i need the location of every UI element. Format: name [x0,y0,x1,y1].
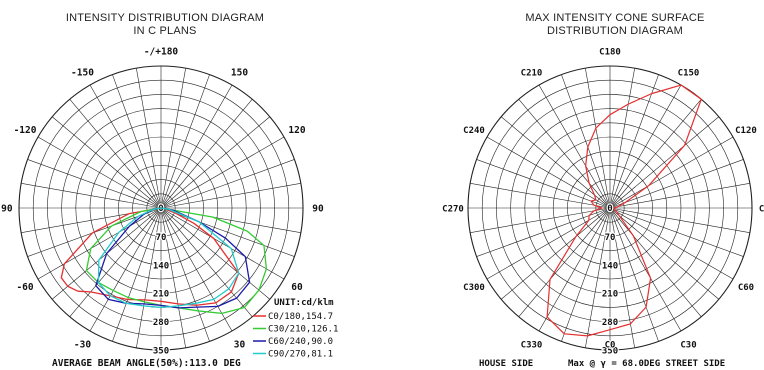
left-angle-label: -60 [16,282,33,293]
left-angle-label: 120 [288,125,305,136]
left-title-line2: IN C PLANS [133,25,197,37]
left-radial-tick-label: 350 [153,347,169,357]
left-center-label: 0 [158,204,163,214]
series-curve-c0 [60,207,240,306]
right-radial-tick-label: 70 [605,233,616,243]
right-angle-label: C240 [463,126,485,136]
left-grid-circle [118,165,204,251]
right-center-label: 0 [607,204,612,214]
cone-intensity-curve [546,84,702,337]
left-footer-text: AVERAGE BEAM ANGLE(50%):113.0 DEG [52,358,241,369]
right-grid-circle [567,165,653,251]
left-angle-label: 90 [312,204,324,215]
left-grid-circle [146,193,176,223]
left-angle-label: 30 [234,339,246,350]
right-angle-label: C30 [680,340,696,350]
legend-entry: C60/240,90.0 [268,337,333,347]
right-angle-label: C300 [463,283,485,293]
legend-unit-label: UNIT:cd/klm [274,298,334,308]
right-radial-tick-label: 140 [602,261,618,271]
right-angle-label: C330 [521,340,543,350]
left-grid-circle [89,136,233,280]
left-chart-title: INTENSITY DISTRIBUTION DIAGRAM IN C PLAN… [40,12,290,38]
right-grid-circle [467,65,753,351]
max-intensity-label: Max @ γ = 68.0DEG STREET SIDE [568,359,725,369]
right-grid-circle [481,79,739,337]
left-angle-label: -30 [74,339,91,350]
left-angle-label: 150 [231,68,248,79]
series-curve-c90 [97,207,240,309]
right-angle-label: C210 [521,69,543,79]
right-title-line1: MAX INTENSITY CONE SURFACE [525,12,705,24]
left-angle-label: -150 [71,68,94,79]
left-angle-label: -/+180 [144,47,179,58]
right-grid-circle [496,94,724,322]
right-grid-circle [524,122,696,294]
left-angle-label: 60 [291,282,303,293]
legend-entry: C0/180,154.7 [268,312,333,322]
legend-entry: C90/270,81.1 [268,350,333,360]
house-side-label: HOUSE SIDE [479,359,533,369]
right-angle-label: C180 [599,48,621,58]
left-radial-tick-label: 210 [153,290,169,300]
right-polar-chart: 70 140 210 280 350 0 C180 C150 C120 C90 C60 C30 C0 C3… [441,47,764,358]
left-polar-chart: 70 140 210 280 350 0 -/+180 150 120 90 60 30 -30 -60 -… [0,47,324,358]
right-title-line2: DISTRIBUTION DIAGRAM [546,25,683,37]
left-radial-tick-label: 70 [156,233,167,243]
left-radial-tick-label: 280 [153,318,169,328]
right-grid-circle [552,150,668,266]
right-radial-tick-label: 280 [602,318,618,328]
left-grid-circle [32,79,290,337]
left-grid-circle [103,150,219,266]
left-grid-circle [18,65,304,351]
left-grid-circle [47,94,275,322]
right-grid-circle [595,193,625,223]
right-angle-label: C150 [678,69,700,79]
right-grid-circle [538,136,682,280]
right-chart-title: MAX INTENSITY CONE SURFACE DISTRIBUTION … [510,12,720,38]
right-grid-circle [581,179,639,237]
left-radial-tick-label: 140 [153,261,169,271]
left-title-line1: INTENSITY DISTRIBUTION DIAGRAM [65,12,265,24]
right-angle-label: C120 [735,126,757,136]
legend-entry: C30/210,126.1 [268,325,338,335]
right-radial-tick-label: 350 [602,347,618,357]
left-angle-label: -90 [0,204,13,215]
right-angle-label: C90 [759,205,764,215]
left-grid-circle [75,122,247,294]
right-angle-label: C270 [442,205,464,215]
right-angle-label: C60 [738,283,754,293]
legend: UNIT:cd/klm C0/180,154.7 C30/210,126.1 C60/… [253,298,338,360]
right-radial-tick-label: 210 [602,290,618,300]
left-grid-circle [132,179,190,237]
right-angle-label: C0 [605,341,616,351]
left-angle-label: -120 [14,125,37,136]
right-grid-circle [510,108,710,308]
